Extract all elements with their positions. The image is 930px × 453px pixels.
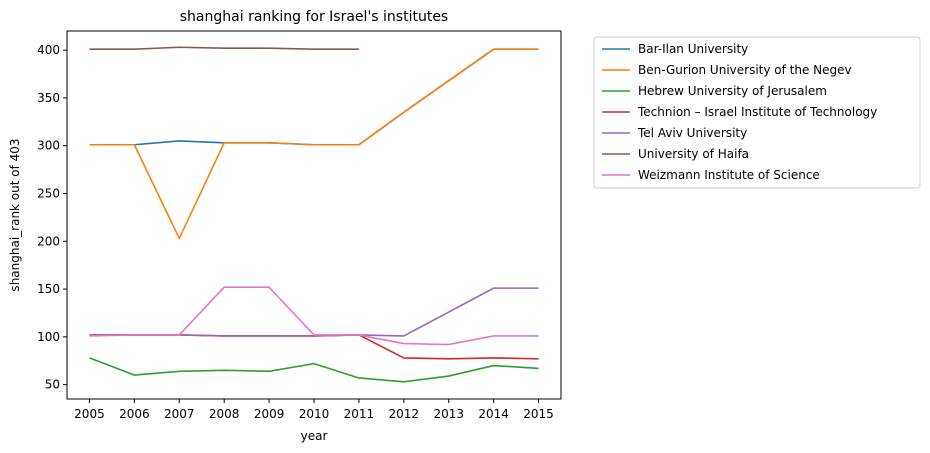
x-axis: 2005 2006 2007 2008 2009 2010 2011 2012 2013 2014… [74, 399, 554, 421]
y-tick-label: 400 [37, 43, 60, 57]
series-line-4 [89, 334, 539, 360]
series-line-5 [89, 287, 539, 337]
series-line-2 [89, 48, 539, 240]
series-line-3 [89, 357, 539, 383]
chart-title: shanghai ranking for Israel's institutes [180, 9, 448, 25]
legend-entry-label: Bar-Ilan University [638, 42, 748, 56]
y-tick-label: 150 [37, 282, 60, 296]
legend-entry-label: Ben-Gurion University of the Negev [638, 63, 852, 77]
legend: Bar-Ilan University Ben-Gurion University… [593, 36, 921, 189]
x-tick-label: 2012 [389, 407, 420, 421]
series-line-6 [89, 46, 359, 50]
legend-frame [593, 36, 921, 189]
legend-entry-label: Weizmann Institute of Science [638, 168, 820, 182]
plot-lines [89, 46, 539, 383]
x-tick-label: 2005 [74, 407, 105, 421]
x-axis-label: year [301, 429, 328, 443]
x-tick-label: 2011 [344, 407, 375, 421]
x-tick-label: 2006 [119, 407, 150, 421]
x-tick-label: 2013 [433, 407, 464, 421]
legend-entry-label: Technion – Israel Institute of Technolog… [637, 105, 877, 119]
y-tick-label: 100 [37, 330, 60, 344]
legend-entry-label: University of Haifa [638, 147, 749, 161]
y-tick-label: 250 [37, 186, 60, 200]
legend-entry-label: Tel Aviv University [637, 126, 747, 140]
x-tick-label: 2008 [209, 407, 240, 421]
x-tick-label: 2010 [299, 407, 330, 421]
y-tick-label: 50 [45, 378, 60, 392]
series-line-1 [89, 48, 539, 146]
x-tick-label: 2007 [164, 407, 195, 421]
x-tick-label: 2009 [254, 407, 285, 421]
y-axis: 50 100 150 200 250 300 350 400 [37, 43, 67, 392]
y-axis-label: shanghai_rank out of 403 [8, 138, 22, 291]
x-tick-label: 2015 [523, 407, 554, 421]
y-tick-label: 350 [37, 91, 60, 105]
x-tick-label: 2014 [478, 407, 509, 421]
y-tick-label: 200 [37, 234, 60, 248]
plot-frame [66, 30, 562, 400]
y-tick-label: 300 [37, 139, 60, 153]
legend-entry-label: Hebrew University of Jerusalem [638, 84, 827, 98]
series-line-7 [89, 286, 539, 346]
